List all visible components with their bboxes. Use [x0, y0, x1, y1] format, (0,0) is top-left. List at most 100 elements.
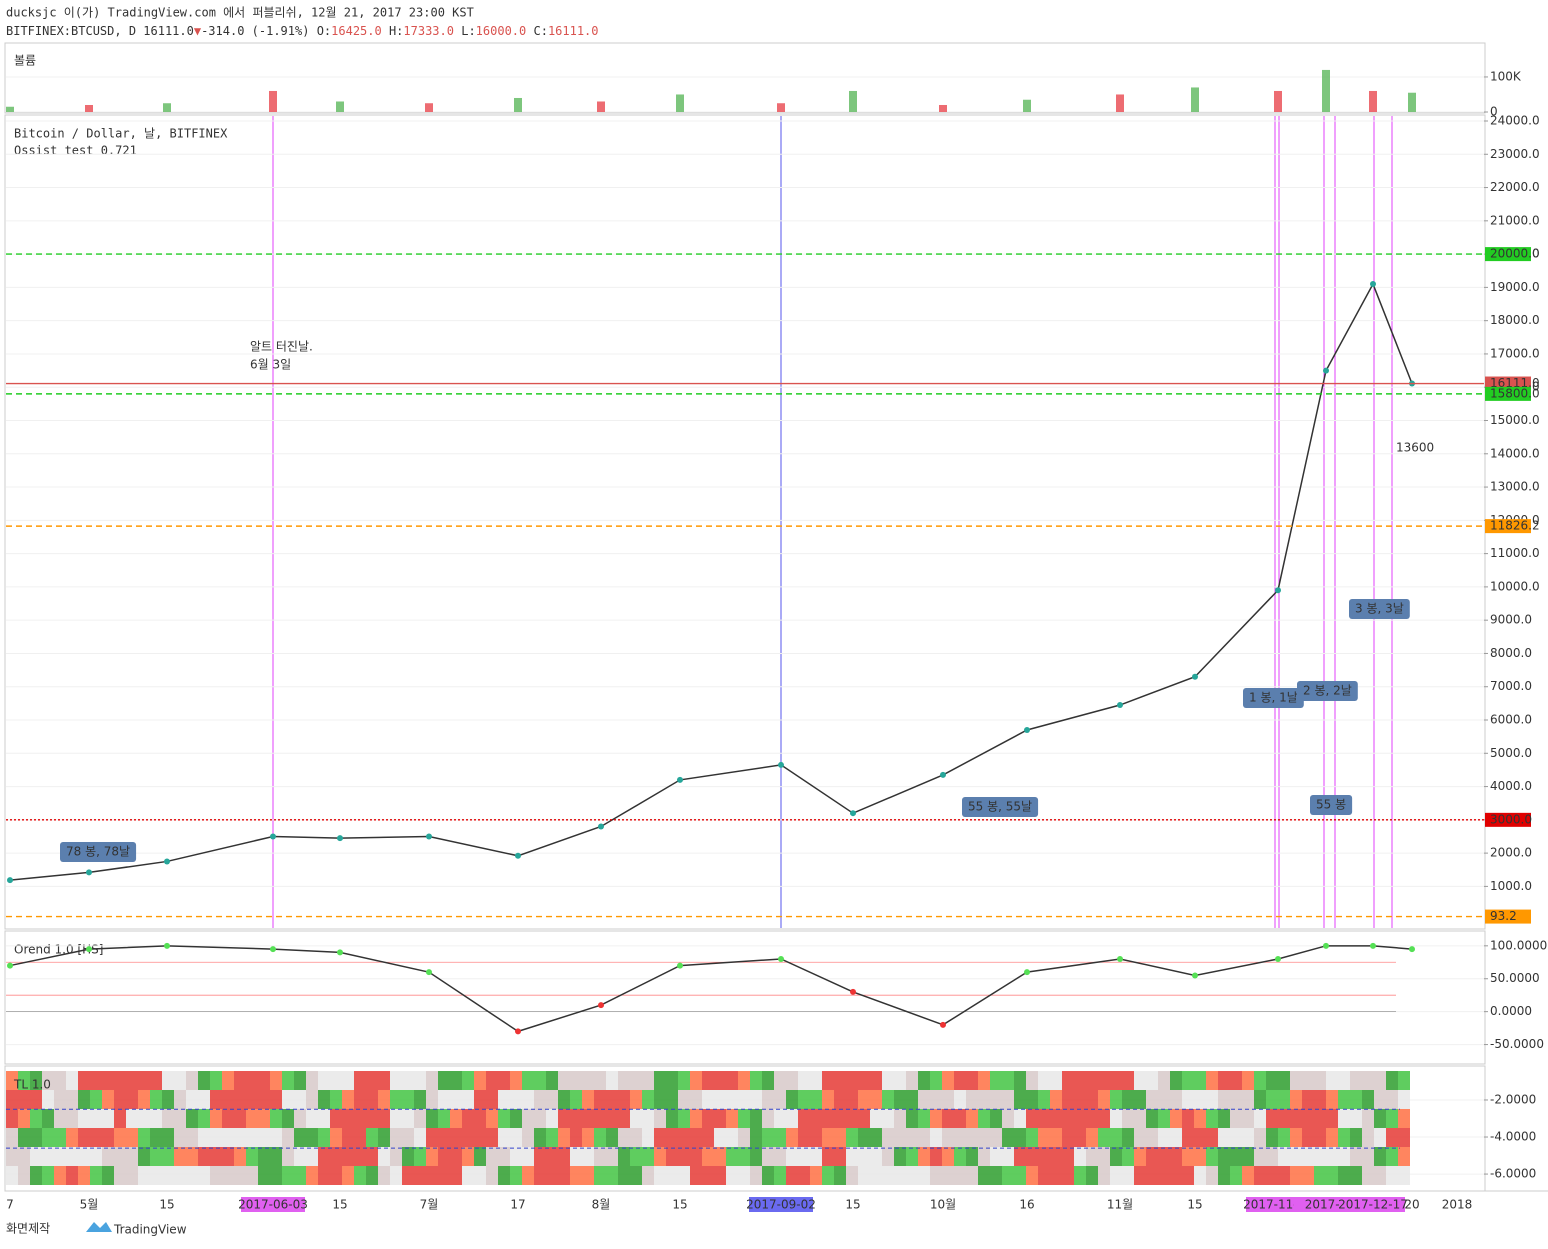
heat-cell: [474, 1166, 486, 1185]
heat-cell: [726, 1109, 738, 1128]
heat-cell: [1098, 1090, 1110, 1109]
heat-cell: [870, 1166, 882, 1185]
heat-cell: [570, 1071, 582, 1090]
heat-cell: [1278, 1166, 1290, 1185]
heat-cell: [42, 1166, 54, 1185]
heat-cell: [666, 1166, 678, 1185]
heat-cell: [666, 1147, 678, 1166]
heat-cell: [162, 1166, 174, 1185]
y-tick-label: -4.0000: [1490, 1130, 1536, 1144]
heat-cell: [882, 1128, 894, 1147]
heat-cell: [774, 1166, 786, 1185]
heat-cell: [18, 1166, 30, 1185]
volume-bar: [514, 97, 522, 112]
volume-bar: [1116, 94, 1124, 112]
heat-cell: [1398, 1090, 1410, 1109]
heat-cell: [234, 1166, 246, 1185]
heat-cell: [126, 1128, 138, 1147]
heat-cell: [330, 1071, 342, 1090]
heat-cell: [582, 1147, 594, 1166]
annotation-bg: [1243, 688, 1304, 708]
point: [86, 869, 92, 876]
heat-cell: [1314, 1147, 1326, 1166]
heat-cell: [1026, 1147, 1038, 1166]
heat-cell: [990, 1147, 1002, 1166]
heat-cell: [1386, 1147, 1398, 1166]
annotation-tag: 2 봉, 2날: [1303, 684, 1352, 698]
heat-cell: [714, 1166, 726, 1185]
heat-cell: [186, 1071, 198, 1090]
annotation-bg: [962, 797, 1039, 817]
x-tick-label: 15: [1187, 1198, 1202, 1212]
heat-cell: [390, 1090, 402, 1109]
footer-brand[interactable]: TradingView: [113, 1223, 187, 1237]
heat-cell: [330, 1090, 342, 1109]
heat-cell: [882, 1071, 894, 1090]
point: [426, 833, 432, 840]
heat-cell: [1026, 1109, 1038, 1128]
heat-cell: [498, 1109, 510, 1128]
heat-cell: [678, 1166, 690, 1185]
heat-cell: [198, 1166, 210, 1185]
heat-cell: [1350, 1147, 1362, 1166]
heat-cell: [6, 1109, 18, 1128]
heat-cell: [402, 1109, 414, 1128]
heat-cell: [546, 1071, 558, 1090]
heat-cell: [354, 1147, 366, 1166]
heat-cell: [450, 1166, 462, 1185]
volume-bar: [1191, 87, 1199, 112]
point: [1323, 367, 1329, 374]
heat-cell: [282, 1166, 294, 1185]
heat-cell: [294, 1128, 306, 1147]
heat-cell: [798, 1166, 810, 1185]
panel-title: TL 1.0: [13, 1078, 51, 1092]
heat-cell: [738, 1071, 750, 1090]
heat-cell: [762, 1166, 774, 1185]
heat-cell: [1038, 1071, 1050, 1090]
y-tick-label: -2.0000: [1490, 1092, 1536, 1106]
heat-cell: [102, 1128, 114, 1147]
heat-cell: [1242, 1128, 1254, 1147]
heat-cell: [690, 1128, 702, 1147]
y-tick-label: 17000.0: [1490, 346, 1540, 360]
point: [1370, 942, 1376, 949]
heat-cell: [654, 1109, 666, 1128]
heat-cell: [1026, 1166, 1038, 1185]
heat-cell: [798, 1147, 810, 1166]
heat-cell: [90, 1166, 102, 1185]
heat-cell: [1158, 1128, 1170, 1147]
heat-cell: [186, 1147, 198, 1166]
annotation: 알트 터진날.: [250, 340, 313, 354]
heat-cell: [1050, 1071, 1062, 1090]
heat-cell: [570, 1109, 582, 1128]
heat-cell: [810, 1109, 822, 1128]
heat-cell: [462, 1166, 474, 1185]
heat-cell: [1302, 1128, 1314, 1147]
heat-cell: [786, 1128, 798, 1147]
heat-cell: [966, 1166, 978, 1185]
heat-cell: [270, 1109, 282, 1128]
heat-cell: [1110, 1090, 1122, 1109]
heat-cell: [174, 1090, 186, 1109]
heat-cell: [774, 1109, 786, 1128]
heat-cell: [366, 1128, 378, 1147]
heat-cell: [1290, 1071, 1302, 1090]
heat-cell: [594, 1147, 606, 1166]
heat-cell: [294, 1109, 306, 1128]
level-label: 15800.0: [1490, 386, 1540, 400]
heat-cell: [1158, 1071, 1170, 1090]
heat-cell: [486, 1166, 498, 1185]
heat-cell: [762, 1109, 774, 1128]
heat-cell: [954, 1109, 966, 1128]
heat-cell: [306, 1071, 318, 1090]
heat-cell: [42, 1109, 54, 1128]
y-tick-label: 7000.0: [1490, 679, 1532, 693]
heat-cell: [666, 1090, 678, 1109]
heat-cell: [54, 1128, 66, 1147]
heat-cell: [1242, 1090, 1254, 1109]
heat-cell: [1386, 1128, 1398, 1147]
heat-cell: [1194, 1166, 1206, 1185]
point: [940, 1021, 946, 1028]
heat-cell: [330, 1147, 342, 1166]
x-tick-label: 10월: [930, 1198, 956, 1212]
